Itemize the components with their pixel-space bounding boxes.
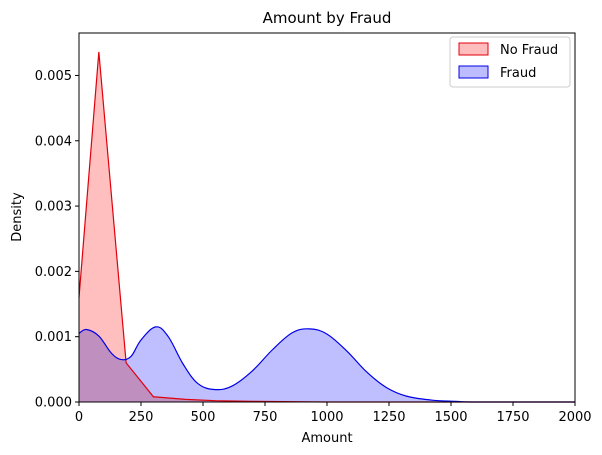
y-axis-title: Density [10, 192, 25, 242]
line-fraud [78, 326, 575, 403]
legend-swatch-no-fraud [458, 42, 489, 56]
x-axis-title: Amount [301, 431, 352, 446]
legend-label-fraud: Fraud [500, 66, 536, 81]
y-tick-label: 0.004 [35, 134, 72, 149]
series-fills [79, 51, 575, 402]
y-tick-label: 0.005 [35, 69, 72, 84]
legend-label-no-fraud: No Fraud [500, 43, 558, 58]
legend-swatch-fraud [458, 65, 489, 79]
x-tick-label: 250 [129, 410, 154, 425]
area-fraud [79, 326, 575, 402]
x-axis-ticks: 0 250 500 750 1000 1250 1500 1750 2000 [75, 402, 592, 425]
y-tick-label: 0.000 [35, 396, 72, 411]
chart-title: Amount by Fraud [263, 9, 392, 27]
x-tick-label: 750 [253, 410, 278, 425]
y-tick-label: 0.002 [35, 265, 72, 280]
x-tick-label: 1000 [310, 410, 343, 425]
x-tick-label: 1750 [496, 410, 529, 425]
x-tick-label: 0 [75, 410, 83, 425]
y-axis-ticks: 0.000 0.001 0.002 0.003 0.004 0.005 [35, 69, 79, 411]
x-tick-label: 500 [191, 410, 216, 425]
x-tick-label: 2000 [558, 410, 591, 425]
y-tick-label: 0.001 [35, 330, 72, 345]
legend: No Fraud Fraud [449, 36, 571, 88]
x-tick-label: 1500 [434, 410, 467, 425]
y-tick-label: 0.003 [35, 200, 72, 215]
plot-area [78, 51, 575, 403]
x-tick-label: 1250 [372, 410, 405, 425]
